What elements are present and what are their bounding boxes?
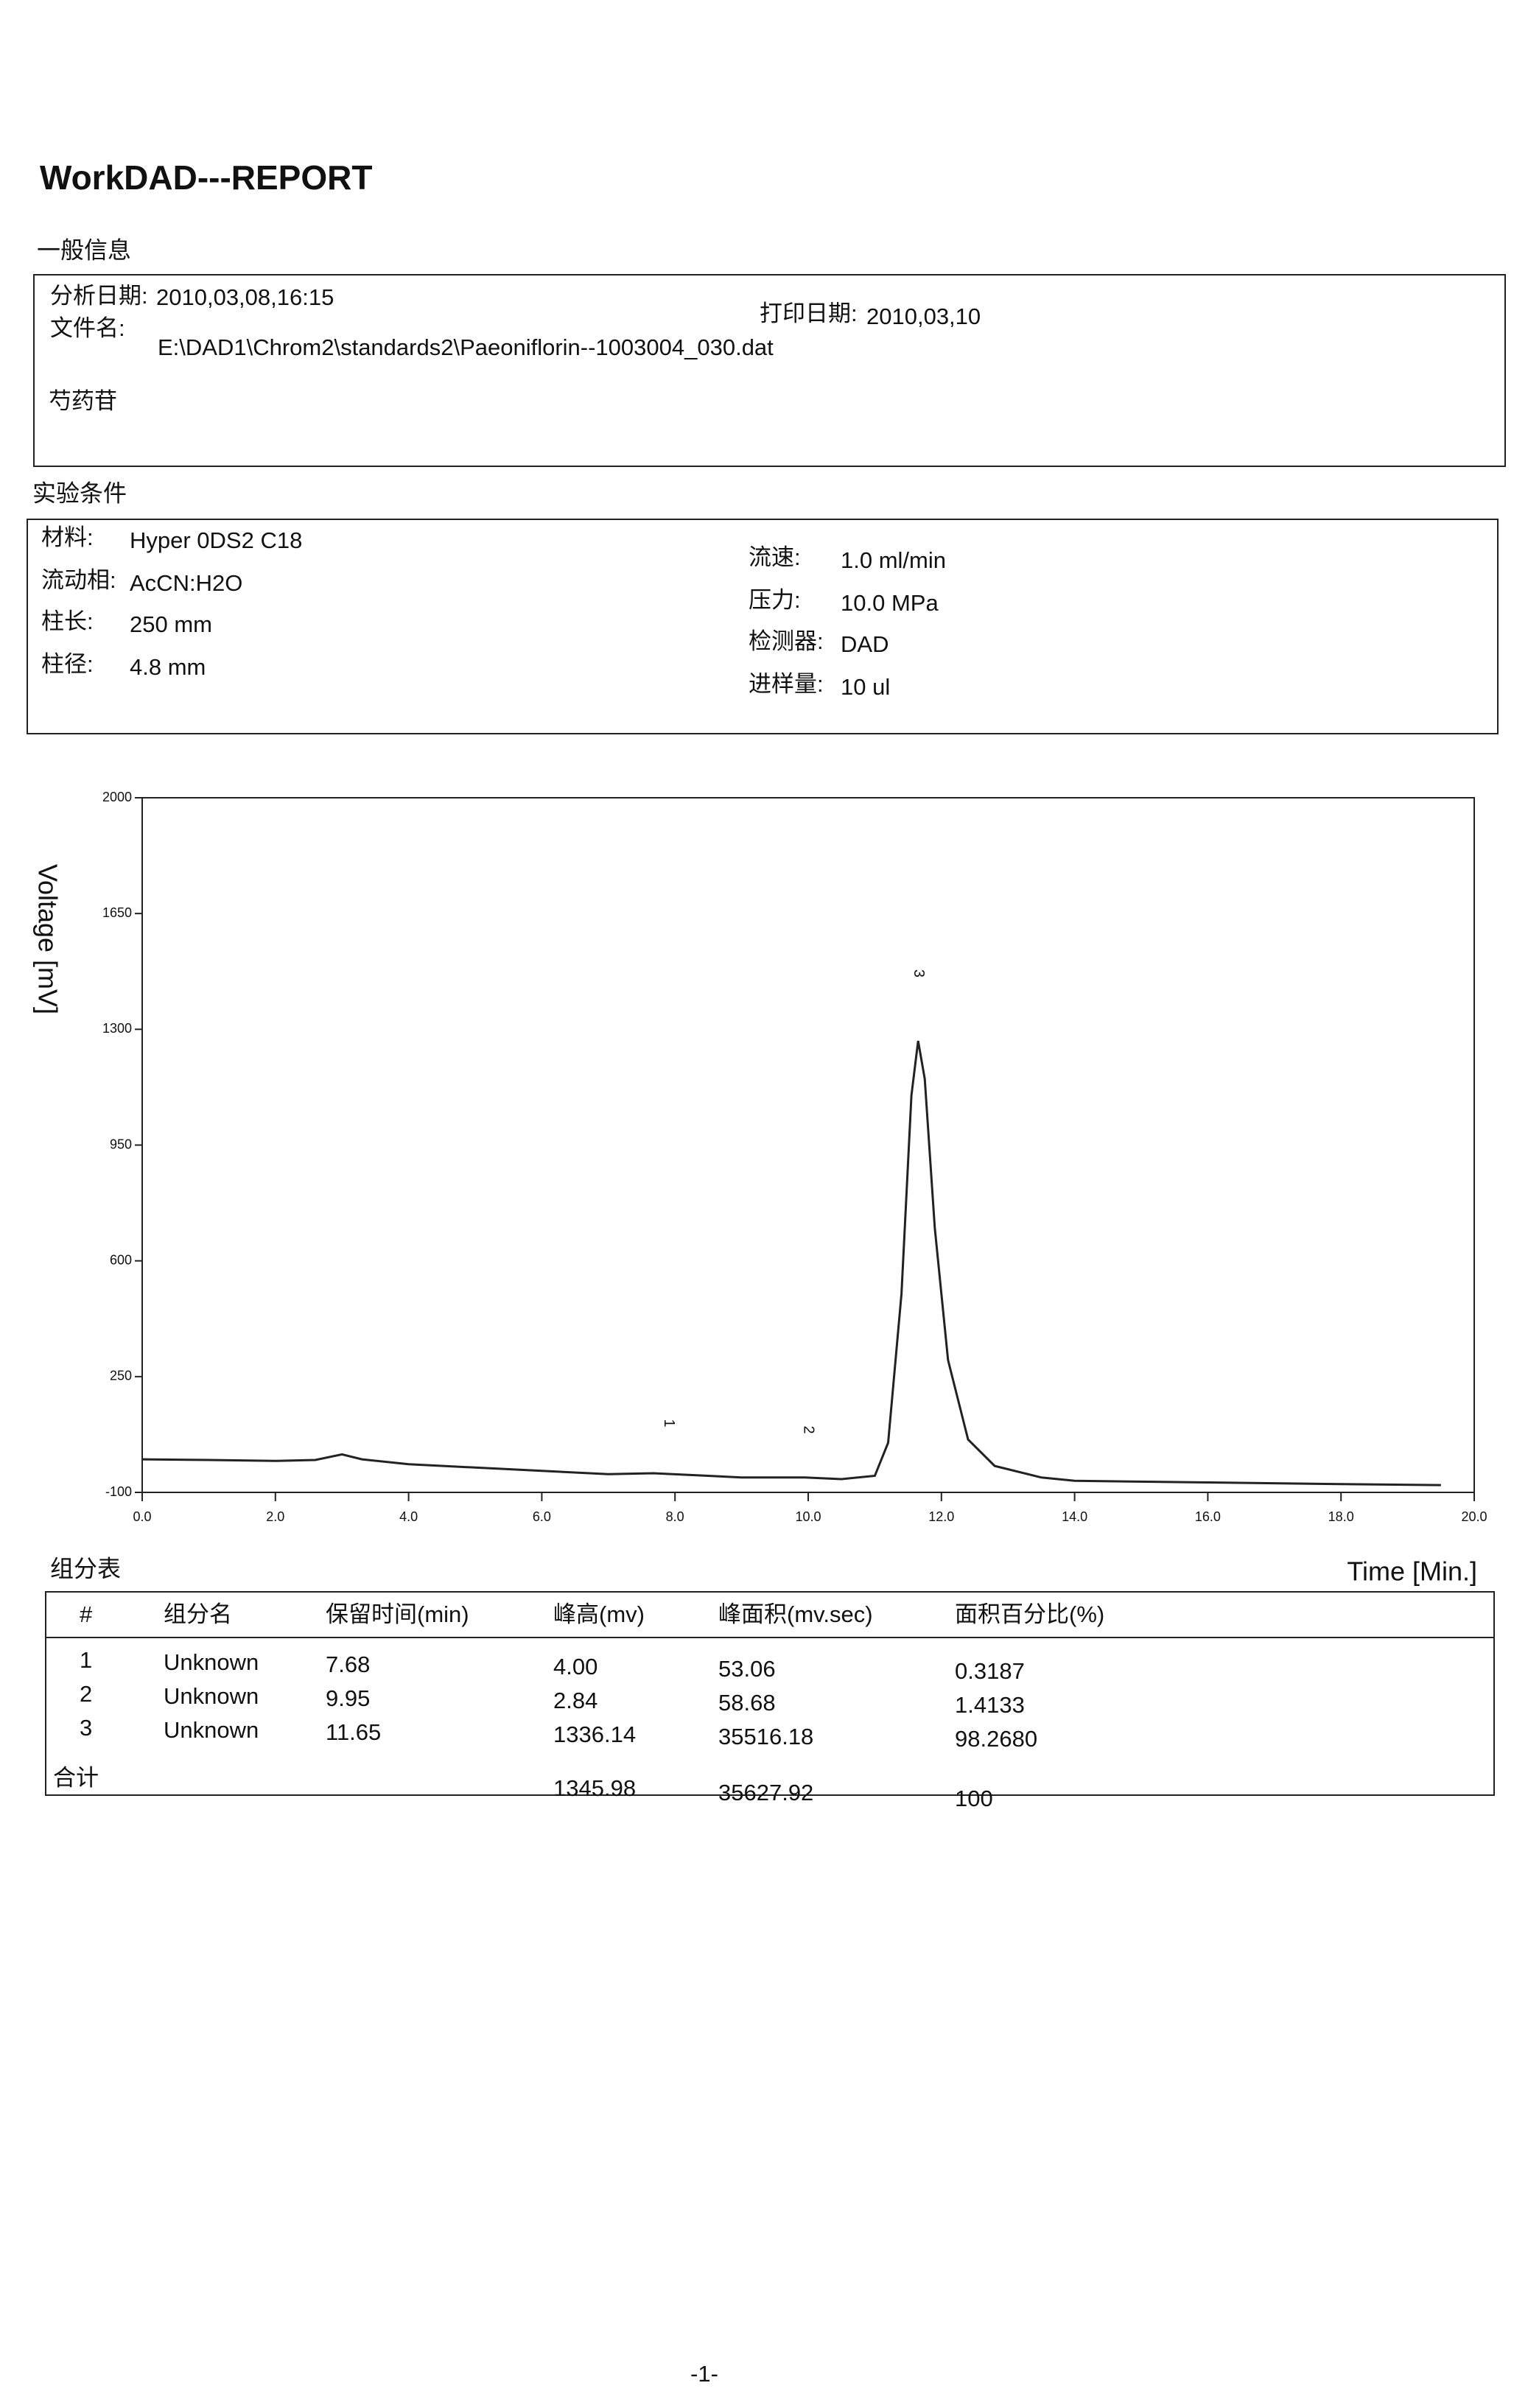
field-value: 250 mm xyxy=(130,611,212,637)
field-value: 10 ul xyxy=(841,674,890,700)
y-axis-label: Voltage [mV] xyxy=(32,864,63,1014)
section-heading: 一般信息 xyxy=(37,236,131,263)
section-heading: 组分表 xyxy=(50,1555,121,1582)
table-cell: 1.4133 xyxy=(955,1692,1025,1718)
column-header: # xyxy=(80,1601,93,1627)
x-tick-label: 6.0 xyxy=(533,1509,551,1524)
table-cell: 35516.18 xyxy=(718,1724,813,1749)
peak-label: 1 xyxy=(661,1419,677,1428)
peak-label: 3 xyxy=(911,969,927,977)
x-tick-label: 18.0 xyxy=(1328,1509,1354,1524)
x-tick-label: 8.0 xyxy=(666,1509,684,1524)
column-header: 保留时间(min) xyxy=(326,1601,469,1627)
sample-name: 芍药苷 xyxy=(49,388,117,414)
total-cell: 1345.98 xyxy=(553,1775,636,1801)
field-label: 文件名: xyxy=(50,315,125,341)
y-tick-label: 2000 xyxy=(102,790,132,804)
table-cell: 98.2680 xyxy=(955,1726,1037,1752)
column-header: 组分名 xyxy=(164,1601,232,1627)
x-tick-label: 12.0 xyxy=(928,1509,954,1524)
x-tick-label: 10.0 xyxy=(795,1509,821,1524)
field-label: 压力: xyxy=(749,587,801,613)
y-tick-label: 250 xyxy=(110,1369,132,1383)
column-header: 面积百分比(%) xyxy=(955,1601,1104,1627)
field-value: E:\DAD1\Chrom2\standards2\Paeoniflorin--… xyxy=(158,334,774,360)
table-cell: 7.68 xyxy=(326,1651,370,1677)
field-value: 1.0 ml/min xyxy=(841,547,946,573)
y-tick-label: 1300 xyxy=(102,1021,132,1036)
field-label: 进样量: xyxy=(749,671,824,697)
field-label: 流动相: xyxy=(41,567,116,593)
field-label: 柱径: xyxy=(41,651,94,677)
table-cell: 2 xyxy=(80,1681,92,1707)
field-value: 2010,03,10 xyxy=(866,303,981,329)
page-number: -1- xyxy=(690,2361,718,2387)
x-tick-label: 20.0 xyxy=(1461,1509,1487,1524)
table-cell: 4.00 xyxy=(553,1654,597,1679)
report-title: WorkDAD---REPORT xyxy=(40,158,372,197)
field-value: 4.8 mm xyxy=(130,654,206,680)
table-cell: 9.95 xyxy=(326,1685,370,1711)
conditions-box xyxy=(27,519,1499,734)
table-cell: 58.68 xyxy=(718,1690,776,1716)
field-label: 打印日期: xyxy=(760,301,858,326)
field-value: DAD xyxy=(841,631,889,657)
y-tick-label: 1650 xyxy=(102,905,132,920)
x-tick-label: 4.0 xyxy=(399,1509,418,1524)
field-label: 检测器: xyxy=(749,628,824,654)
field-label: 材料: xyxy=(41,524,94,550)
table-cell: 2.84 xyxy=(553,1688,597,1713)
column-header: 峰面积(mv.sec) xyxy=(718,1601,873,1627)
section-heading: 实验条件 xyxy=(32,480,127,506)
total-cell: 35627.92 xyxy=(718,1780,813,1805)
column-header: 峰高(mv) xyxy=(553,1601,645,1627)
field-value: 2010,03,08,16:15 xyxy=(156,284,334,310)
x-axis-label: Time [Min.] xyxy=(1347,1556,1477,1587)
info-box xyxy=(33,274,1506,467)
field-value: Hyper 0DS2 C18 xyxy=(130,527,302,553)
x-tick-label: 2.0 xyxy=(266,1509,284,1524)
field-value: 10.0 MPa xyxy=(841,590,939,616)
table-cell: 11.65 xyxy=(326,1719,381,1745)
table-cell: 1 xyxy=(80,1647,92,1673)
x-tick-label: 0.0 xyxy=(133,1509,151,1524)
x-tick-label: 16.0 xyxy=(1195,1509,1221,1524)
y-tick-label: 950 xyxy=(110,1137,132,1151)
total-label: 合计 xyxy=(53,1765,99,1791)
field-label: 柱长: xyxy=(41,608,94,634)
plot-frame xyxy=(141,797,1475,1493)
table-cell: 53.06 xyxy=(718,1656,776,1682)
y-tick-label: -100 xyxy=(105,1484,132,1499)
field-value: AcCN:H2O xyxy=(130,570,242,596)
table-cell: 1336.14 xyxy=(553,1721,636,1747)
field-label: 分析日期: xyxy=(50,283,148,309)
table-cell: 3 xyxy=(80,1715,92,1741)
table-cell: Unknown xyxy=(164,1683,259,1709)
x-tick-label: 14.0 xyxy=(1062,1509,1087,1524)
field-label: 流速: xyxy=(749,544,801,570)
peak-label: 2 xyxy=(801,1426,817,1434)
table-cell: 0.3187 xyxy=(955,1658,1025,1684)
chromatogram-line xyxy=(141,1040,1441,1486)
y-tick-label: 600 xyxy=(110,1252,132,1267)
total-cell: 100 xyxy=(955,1786,993,1811)
table-box xyxy=(45,1591,1495,1796)
table-cell: Unknown xyxy=(164,1717,259,1743)
table-cell: Unknown xyxy=(164,1649,259,1675)
